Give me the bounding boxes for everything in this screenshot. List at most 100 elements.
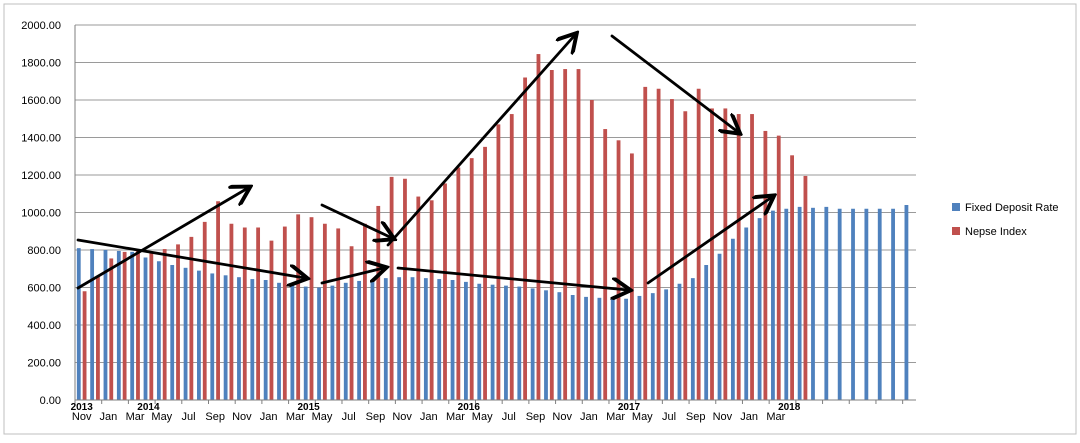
bar-fixed-deposit-rate	[690, 278, 695, 401]
bar-fixed-deposit-rate	[343, 282, 348, 400]
y-tick-label: 200.00	[27, 358, 61, 370]
y-tick-label: 0.00	[40, 395, 61, 407]
bar-fixed-deposit-rate	[597, 297, 602, 400]
bar-fixed-deposit-rate	[610, 298, 615, 400]
x-year-label: 2014	[137, 402, 160, 413]
bar-nepse-index	[242, 227, 247, 400]
bar-fixed-deposit-rate	[877, 208, 882, 400]
bar-nepse-index	[563, 69, 568, 400]
bar-nepse-index	[416, 196, 421, 400]
bar-fixed-deposit-rate	[130, 251, 135, 401]
bar-fixed-deposit-rate	[290, 284, 295, 400]
bar-fixed-deposit-rate	[330, 285, 335, 401]
bar-nepse-index	[202, 221, 207, 401]
x-month-label: Mar	[286, 411, 305, 423]
y-tick-label: 2000.00	[21, 20, 61, 32]
bar-nepse-index	[710, 108, 714, 400]
bar-nepse-index	[376, 205, 381, 400]
bar-nepse-index	[616, 140, 621, 400]
x-month-label: Mar	[606, 411, 625, 423]
x-month-label: Jul	[502, 411, 516, 423]
bar-fixed-deposit-rate	[397, 277, 402, 400]
x-month-label: Nov	[72, 411, 92, 423]
bar-nepse-index	[322, 223, 327, 400]
bar-fixed-deposit-rate	[156, 261, 161, 400]
x-month-label: Nov	[713, 411, 733, 423]
bar-fixed-deposit-rate	[717, 253, 722, 400]
bar-fixed-deposit-rate	[277, 282, 281, 400]
bar-nepse-index	[536, 54, 541, 401]
bar-fixed-deposit-rate	[357, 280, 362, 400]
x-month-label: Nov	[392, 411, 412, 423]
bars	[76, 54, 909, 401]
bar-nepse-index	[403, 178, 407, 400]
bar-nepse-index	[149, 251, 154, 401]
y-tick-label: 400.00	[27, 320, 61, 332]
trend-arrow	[386, 35, 575, 247]
bar-fixed-deposit-rate	[477, 283, 482, 400]
bar-fixed-deposit-rate	[664, 289, 669, 401]
y-tick-label: 1800.00	[21, 58, 61, 70]
bar-fixed-deposit-rate	[143, 257, 148, 400]
x-month-label: Sep	[686, 411, 706, 423]
x-month-label: Mar	[766, 411, 785, 423]
bar-fixed-deposit-rate	[437, 279, 442, 400]
bar-fixed-deposit-rate	[784, 208, 789, 400]
bar-fixed-deposit-rate	[450, 280, 455, 400]
bar-fixed-deposit-rate	[851, 208, 855, 400]
bar-fixed-deposit-rate	[730, 238, 735, 400]
bar-fixed-deposit-rate	[530, 288, 535, 400]
y-tick-label: 600.00	[27, 283, 61, 295]
legend: Fixed Deposit Rate Nepse Index	[952, 202, 1059, 238]
bar-nepse-index	[269, 240, 274, 401]
bar-fixed-deposit-rate	[263, 280, 268, 400]
bar-fixed-deposit-rate	[90, 249, 95, 400]
bar-nepse-index	[216, 201, 220, 400]
trend-arrows	[76, 34, 772, 290]
x-year-label: 2015	[297, 402, 320, 413]
bar-fixed-deposit-rate	[864, 208, 869, 400]
bar-fixed-deposit-rate	[544, 290, 548, 400]
x-month-label: Nov	[552, 411, 572, 423]
bar-nepse-index	[443, 183, 447, 400]
bar-fixed-deposit-rate	[824, 206, 829, 401]
x-month-label: Jul	[662, 411, 676, 423]
bar-nepse-index	[429, 200, 434, 400]
bar-nepse-index	[696, 88, 701, 400]
bar-fixed-deposit-rate	[303, 286, 308, 400]
trend-arrow	[76, 238, 305, 278]
bar-fixed-deposit-rate	[250, 279, 255, 400]
bar-fixed-deposit-rate	[210, 273, 215, 400]
bar-nepse-index	[523, 77, 528, 400]
x-axis-labels: Nov Jan Mar May Jul Sep Nov Jan Mar May Jul Sep Nov J…	[71, 402, 801, 423]
bar-fixed-deposit-rate	[744, 227, 749, 400]
bar-nepse-index	[162, 249, 167, 400]
bar-fixed-deposit-rate	[317, 287, 321, 400]
y-axis-ticks: 0.00 200.00 400.00 600.00 800.00 1000.00 1200.…	[21, 20, 61, 407]
x-axis	[74, 25, 916, 404]
y-tick-label: 1200.00	[21, 170, 61, 182]
bar-fixed-deposit-rate	[464, 281, 468, 401]
bar-fixed-deposit-rate	[637, 295, 642, 400]
bar-fixed-deposit-rate	[223, 275, 228, 400]
x-year-label: 2018	[778, 402, 801, 413]
bar-nepse-index	[509, 114, 514, 400]
bar-fixed-deposit-rate	[76, 248, 81, 401]
legend-swatch	[952, 203, 960, 211]
bar-fixed-deposit-rate	[410, 277, 415, 400]
bar-fixed-deposit-rate	[797, 206, 802, 401]
bar-fixed-deposit-rate	[891, 208, 895, 400]
bar-nepse-index	[750, 114, 754, 400]
x-month-label: Jan	[580, 411, 598, 423]
bar-nepse-index	[336, 228, 341, 400]
x-month-label: Jul	[181, 411, 195, 423]
trend-arrow	[610, 34, 738, 132]
bar-fixed-deposit-rate	[624, 298, 628, 400]
bar-fixed-deposit-rate	[116, 250, 121, 400]
bar-fixed-deposit-rate	[904, 205, 909, 400]
bar-nepse-index	[736, 114, 741, 400]
x-month-label: May	[472, 411, 493, 423]
bar-nepse-index	[256, 227, 261, 400]
